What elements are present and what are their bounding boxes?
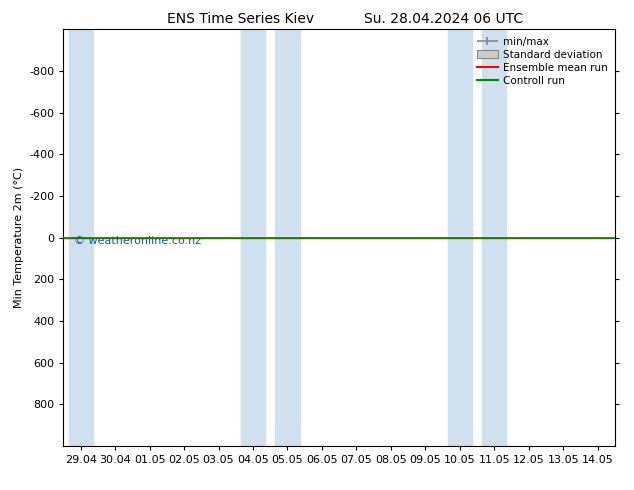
- Text: Su. 28.04.2024 06 UTC: Su. 28.04.2024 06 UTC: [365, 12, 523, 26]
- Bar: [482, 29, 507, 446]
- Bar: [275, 29, 299, 446]
- Text: © weatheronline.co.nz: © weatheronline.co.nz: [74, 236, 202, 245]
- Bar: [68, 29, 93, 446]
- Legend: min/max, Standard deviation, Ensemble mean run, Controll run: min/max, Standard deviation, Ensemble me…: [473, 32, 612, 90]
- Y-axis label: Min Temperature 2m (°C): Min Temperature 2m (°C): [14, 167, 23, 308]
- Text: ENS Time Series Kiev: ENS Time Series Kiev: [167, 12, 314, 26]
- Bar: [241, 29, 265, 446]
- Bar: [448, 29, 472, 446]
